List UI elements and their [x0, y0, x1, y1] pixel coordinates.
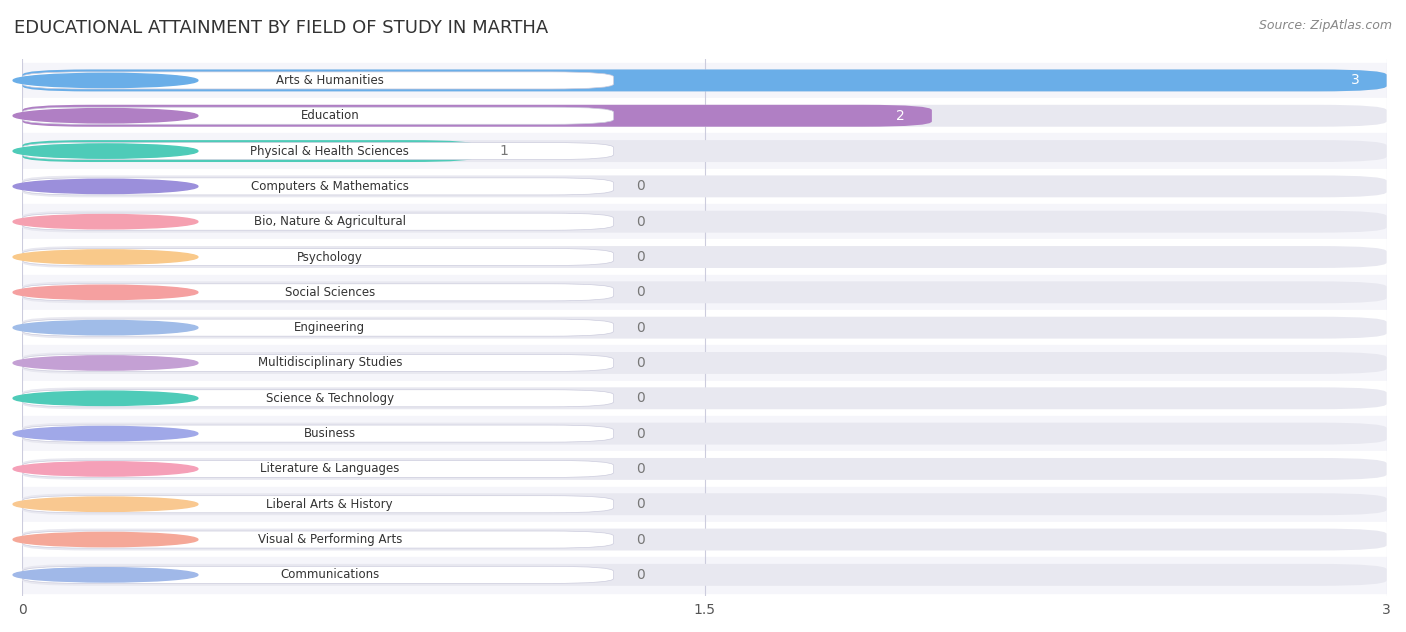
Text: Visual & Performing Arts: Visual & Performing Arts [257, 533, 402, 546]
FancyBboxPatch shape [22, 72, 613, 89]
Text: Arts & Humanities: Arts & Humanities [276, 74, 384, 87]
Text: Science & Technology: Science & Technology [266, 392, 394, 404]
Text: Liberal Arts & History: Liberal Arts & History [267, 498, 394, 511]
Text: 0: 0 [637, 250, 645, 264]
FancyBboxPatch shape [22, 140, 1386, 162]
Text: 0: 0 [637, 179, 645, 193]
Text: Computers & Mathematics: Computers & Mathematics [250, 180, 409, 193]
FancyBboxPatch shape [22, 355, 613, 372]
FancyBboxPatch shape [22, 566, 613, 583]
FancyBboxPatch shape [22, 319, 613, 336]
Bar [22, 63, 1386, 98]
Circle shape [13, 356, 198, 370]
FancyBboxPatch shape [22, 107, 613, 125]
Bar [22, 98, 1386, 133]
Circle shape [13, 285, 198, 300]
Text: Source: ZipAtlas.com: Source: ZipAtlas.com [1258, 19, 1392, 32]
FancyBboxPatch shape [22, 140, 477, 162]
FancyBboxPatch shape [22, 387, 1386, 410]
FancyBboxPatch shape [22, 458, 1386, 480]
Text: Physical & Health Sciences: Physical & Health Sciences [250, 145, 409, 157]
FancyBboxPatch shape [22, 246, 1386, 268]
FancyBboxPatch shape [22, 528, 1386, 550]
Bar [22, 557, 1386, 593]
Circle shape [13, 497, 198, 511]
Text: 0: 0 [637, 285, 645, 300]
Bar [22, 240, 1386, 275]
FancyBboxPatch shape [22, 317, 1386, 339]
Bar [22, 345, 1386, 380]
Text: Social Sciences: Social Sciences [284, 286, 375, 299]
Circle shape [13, 109, 198, 123]
Circle shape [13, 462, 198, 476]
FancyBboxPatch shape [22, 213, 613, 230]
FancyBboxPatch shape [22, 460, 613, 477]
Circle shape [13, 391, 198, 406]
FancyBboxPatch shape [22, 531, 613, 548]
Bar [22, 169, 1386, 204]
Text: EDUCATIONAL ATTAINMENT BY FIELD OF STUDY IN MARTHA: EDUCATIONAL ATTAINMENT BY FIELD OF STUDY… [14, 19, 548, 37]
FancyBboxPatch shape [22, 178, 613, 195]
Text: 0: 0 [637, 568, 645, 582]
Text: 2: 2 [896, 109, 904, 123]
Circle shape [13, 532, 198, 547]
Text: Communications: Communications [280, 568, 380, 581]
FancyBboxPatch shape [22, 143, 613, 160]
FancyBboxPatch shape [22, 423, 1386, 444]
Text: Multidisciplinary Studies: Multidisciplinary Studies [257, 356, 402, 370]
Circle shape [13, 179, 198, 193]
FancyBboxPatch shape [22, 105, 932, 126]
Bar [22, 451, 1386, 487]
Text: Psychology: Psychology [297, 250, 363, 264]
Text: Education: Education [301, 109, 359, 122]
FancyBboxPatch shape [22, 494, 1386, 515]
Circle shape [13, 144, 198, 158]
Bar [22, 275, 1386, 310]
Bar [22, 522, 1386, 557]
FancyBboxPatch shape [22, 210, 1386, 233]
Text: 0: 0 [637, 320, 645, 335]
FancyBboxPatch shape [22, 495, 613, 513]
Text: 0: 0 [637, 462, 645, 476]
Text: 0: 0 [637, 497, 645, 511]
Text: 0: 0 [637, 427, 645, 441]
FancyBboxPatch shape [22, 281, 1386, 303]
Text: 3: 3 [1351, 73, 1360, 87]
Bar [22, 133, 1386, 169]
FancyBboxPatch shape [22, 564, 1386, 586]
Text: Literature & Languages: Literature & Languages [260, 463, 399, 475]
Bar [22, 416, 1386, 451]
Text: Engineering: Engineering [294, 321, 366, 334]
Bar [22, 487, 1386, 522]
FancyBboxPatch shape [22, 105, 1386, 126]
Circle shape [13, 214, 198, 229]
FancyBboxPatch shape [22, 248, 613, 265]
Text: 0: 0 [637, 391, 645, 405]
Text: 0: 0 [637, 356, 645, 370]
Bar [22, 204, 1386, 240]
FancyBboxPatch shape [22, 425, 613, 442]
Text: 0: 0 [637, 215, 645, 229]
FancyBboxPatch shape [22, 352, 1386, 374]
Circle shape [13, 320, 198, 335]
FancyBboxPatch shape [22, 70, 1386, 92]
Text: Bio, Nature & Agricultural: Bio, Nature & Agricultural [254, 216, 406, 228]
Text: Business: Business [304, 427, 356, 440]
Bar [22, 310, 1386, 345]
FancyBboxPatch shape [22, 284, 613, 301]
FancyBboxPatch shape [22, 176, 1386, 197]
Text: 1: 1 [501, 144, 509, 158]
FancyBboxPatch shape [22, 70, 1386, 92]
FancyBboxPatch shape [22, 390, 613, 407]
Circle shape [13, 427, 198, 441]
Circle shape [13, 568, 198, 582]
Bar [22, 380, 1386, 416]
Circle shape [13, 73, 198, 88]
Circle shape [13, 250, 198, 264]
Text: 0: 0 [637, 533, 645, 547]
